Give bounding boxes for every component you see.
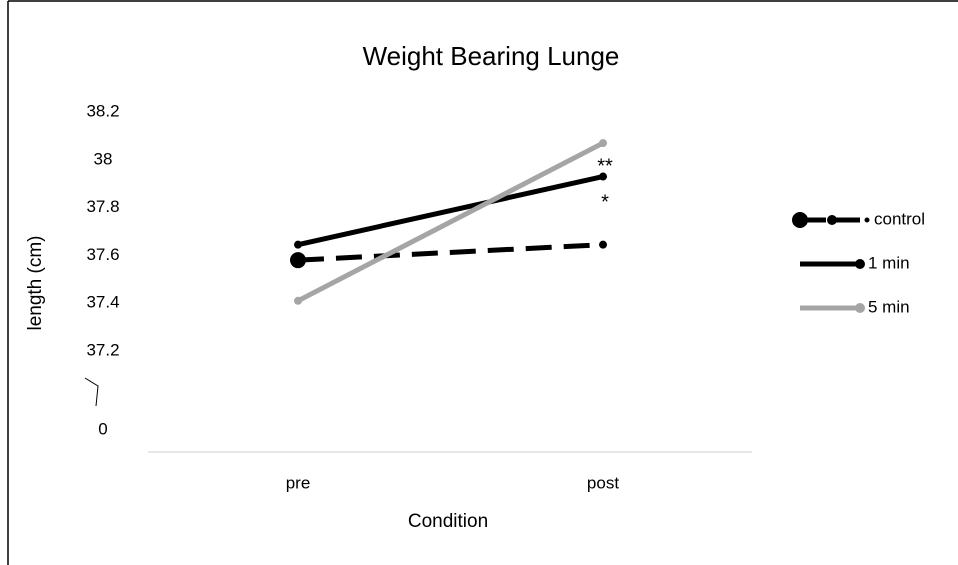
series-marker <box>294 296 302 305</box>
y-tick-label: 37.4 <box>86 293 119 312</box>
series-marker <box>294 240 302 249</box>
legend-label: control <box>874 209 925 228</box>
series-line <box>296 140 605 304</box>
series-marker <box>290 252 306 269</box>
axis-break <box>84 377 99 407</box>
legend-label: 5 min <box>868 297 910 316</box>
annotation: ** <box>597 155 613 177</box>
series-marker <box>599 172 607 181</box>
y-tick-label: 38 <box>94 149 113 168</box>
legend-marker <box>792 212 808 228</box>
y-tick-label: 37.2 <box>86 340 119 359</box>
x-tick-label: pre <box>286 473 311 492</box>
legend-label: 1 min <box>868 253 910 272</box>
y-tick-label: 0 <box>98 419 107 438</box>
x-tick-label: post <box>587 473 619 492</box>
legend-marker <box>855 303 865 313</box>
y-tick-label: 37.6 <box>86 245 119 264</box>
series-line <box>297 242 604 263</box>
series-marker <box>599 139 607 148</box>
legend-marker <box>864 217 870 223</box>
legend-marker <box>827 215 837 225</box>
annotation: * <box>601 191 609 213</box>
x-axis-title: Condition <box>408 511 488 532</box>
y-tick-label: 38.2 <box>86 101 119 120</box>
series-line <box>297 174 604 248</box>
series-marker <box>599 240 607 249</box>
chart-title: Weight Bearing Lunge <box>363 41 620 71</box>
y-tick-label: 37.8 <box>86 197 119 216</box>
y-axis-title: length (cm) <box>25 235 46 330</box>
legend-marker <box>855 259 865 269</box>
